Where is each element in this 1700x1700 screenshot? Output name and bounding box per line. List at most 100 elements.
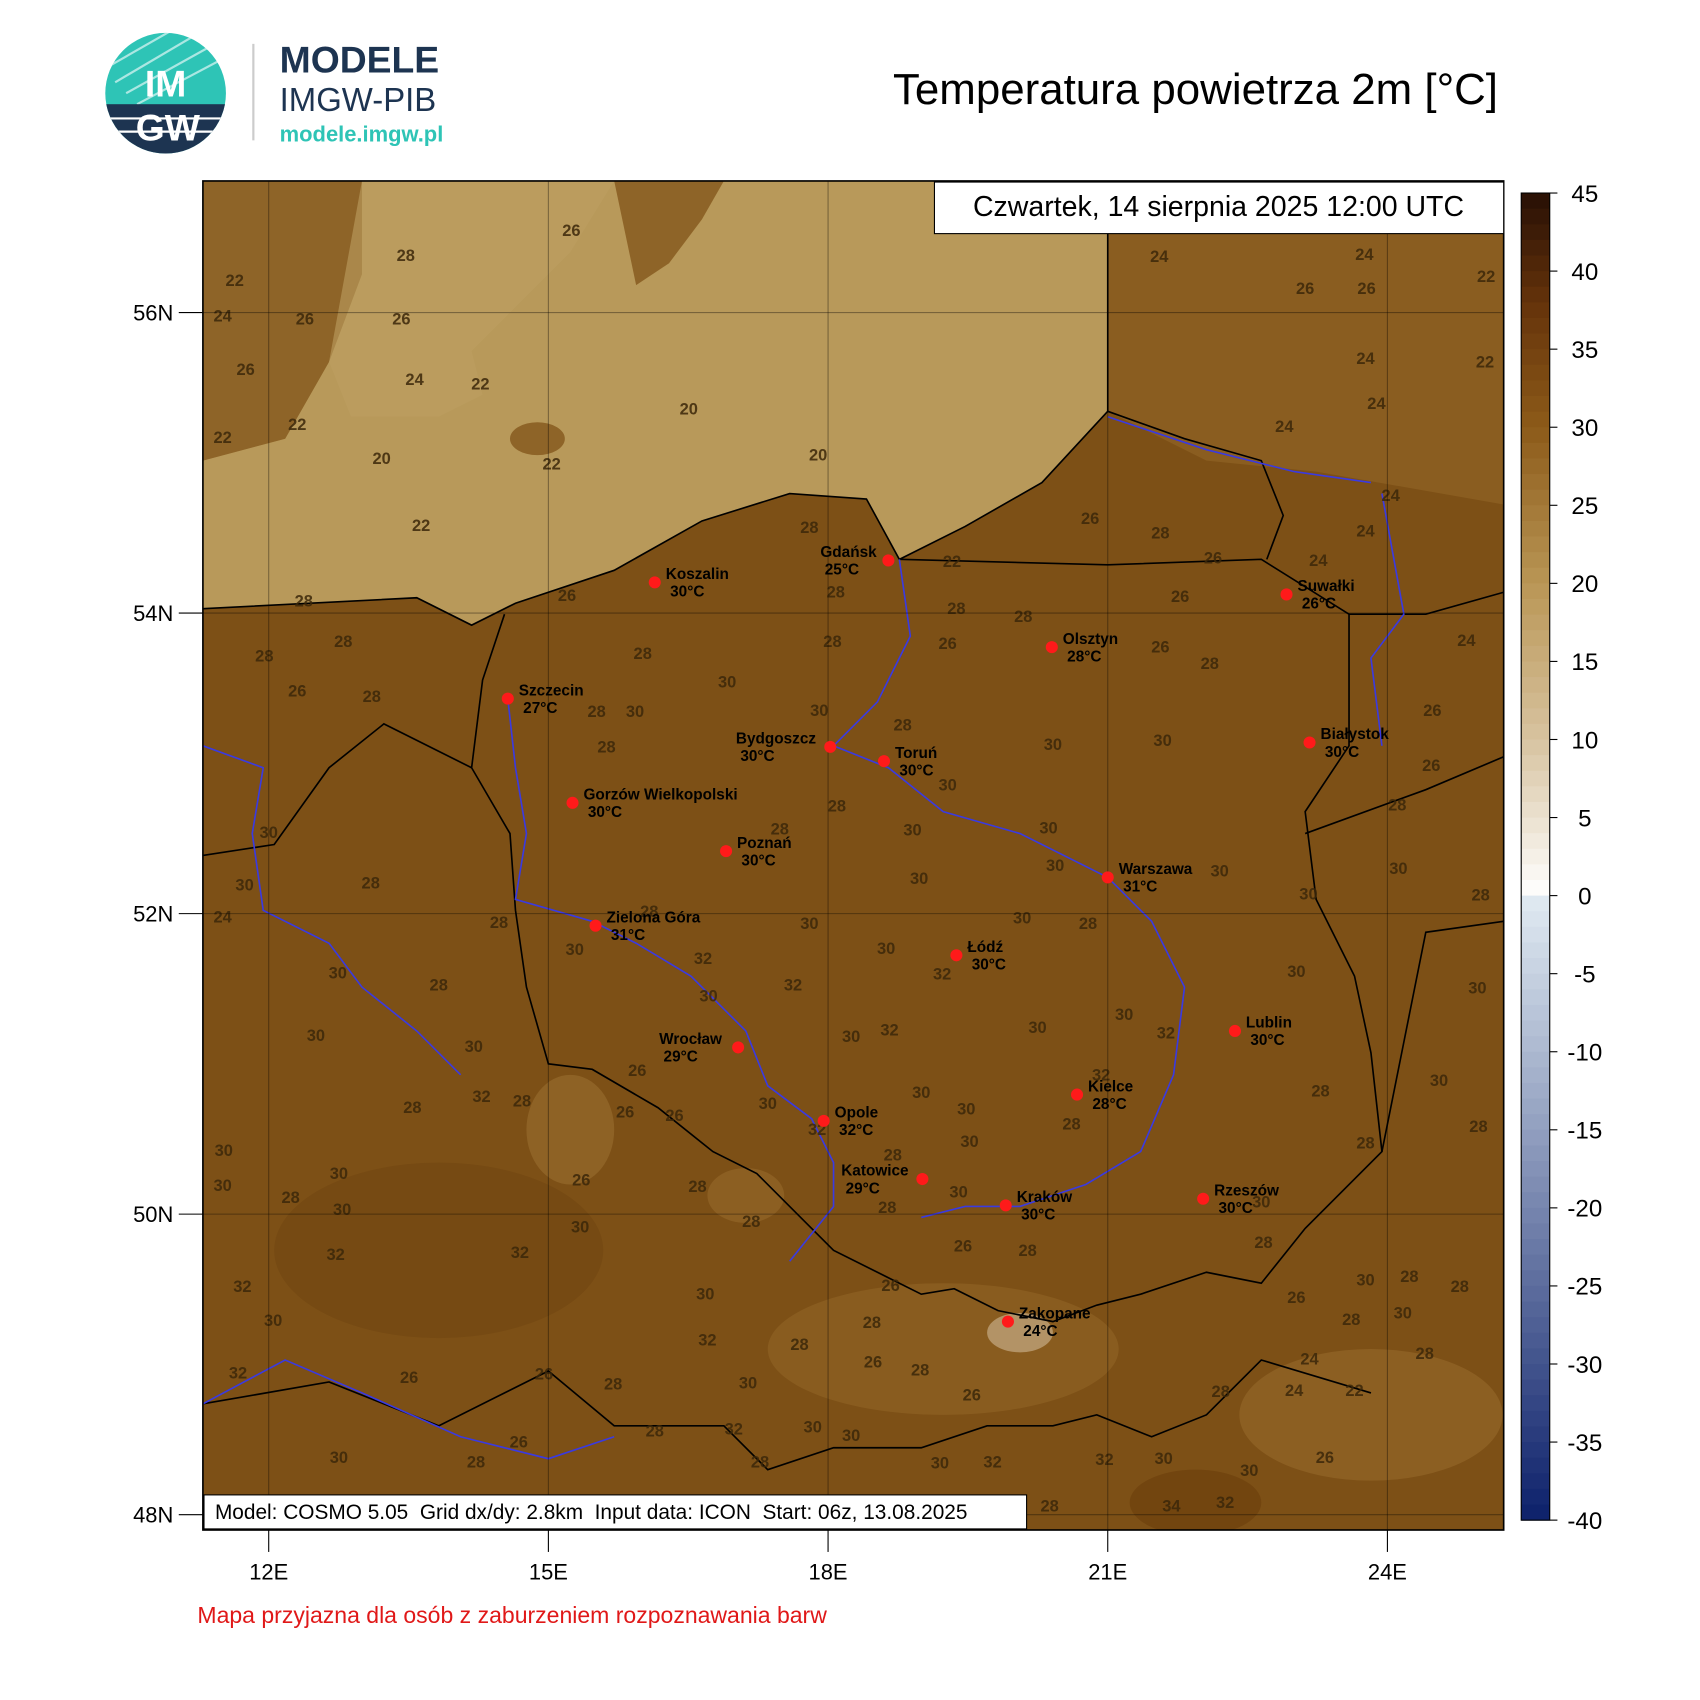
colorbar-step — [1521, 317, 1550, 335]
city-dot — [1228, 1024, 1241, 1037]
contour-label: 20 — [809, 447, 827, 465]
contour-label: 26 — [1316, 1449, 1334, 1467]
colorbar-label: 45 — [1571, 181, 1598, 208]
colorbar-step — [1521, 1051, 1550, 1068]
contour-label: 30 — [1155, 1450, 1173, 1468]
contour-label: 28 — [823, 633, 841, 651]
contour-label: 26 — [1296, 280, 1314, 298]
colorbar-label: 0 — [1578, 883, 1591, 910]
colorbar-step — [1521, 567, 1550, 584]
contour-label: 30 — [1389, 860, 1407, 878]
city-name: Zakopane — [1019, 1305, 1091, 1322]
contour-label: 28 — [467, 1453, 485, 1471]
city-temp: 30°C — [972, 957, 1006, 974]
colorbar-step — [1521, 1473, 1550, 1490]
colorbar-step — [1521, 661, 1550, 678]
colorbar-label: 30 — [1571, 415, 1598, 442]
colorbar-step — [1521, 755, 1550, 772]
contour-label: 30 — [931, 1455, 949, 1473]
contour-label: 26 — [400, 1369, 418, 1387]
contour-label: 22 — [1476, 353, 1494, 371]
city-dot — [877, 755, 891, 768]
contour-label: 26 — [938, 635, 956, 653]
city-name: Poznań — [737, 835, 792, 852]
colorbar-step — [1521, 1129, 1550, 1146]
colorbar-step — [1521, 770, 1550, 787]
city-temp: 30°C — [1219, 1200, 1253, 1217]
lon-label: 24E — [1368, 1559, 1407, 1584]
city-dot — [1197, 1192, 1210, 1205]
colorbar-label: 35 — [1571, 337, 1598, 364]
contour-label: 30 — [1299, 885, 1317, 903]
city-temp: 31°C — [1123, 879, 1157, 896]
contour-label: 26 — [1151, 639, 1169, 657]
contour-label: 30 — [333, 1201, 351, 1219]
brand: MODELE — [280, 38, 439, 80]
contour-label: 32 — [233, 1278, 251, 1296]
contour-label: 30 — [213, 1177, 231, 1195]
model-info: Model: COSMO 5.05 Grid dx/dy: 2.8km Inpu… — [215, 1501, 968, 1524]
city-name: Suwałki — [1297, 578, 1354, 595]
city-dot — [648, 576, 661, 589]
lon-label: 18E — [809, 1559, 848, 1584]
colorbar-step — [1521, 708, 1550, 725]
contour-label: 26 — [1081, 510, 1099, 528]
contour-label: 28 — [1356, 1134, 1374, 1152]
contour-label: 30 — [696, 1286, 714, 1304]
contour-label: 28 — [1388, 796, 1406, 814]
colorbar-step — [1521, 880, 1550, 897]
lat-label: 48N — [133, 1502, 173, 1527]
contour-label: 28 — [878, 1199, 896, 1217]
city-name: Koszalin — [666, 566, 729, 583]
city-name: Białystok — [1321, 726, 1390, 743]
contour-label: 28 — [634, 645, 652, 663]
contour-label: 28 — [255, 647, 273, 665]
contour-label: 28 — [1019, 1242, 1037, 1260]
contour-label: 30 — [877, 940, 895, 958]
colorbar-label: -5 — [1574, 961, 1595, 988]
logo: IM GW — [105, 32, 255, 154]
colorbar-step — [1521, 739, 1550, 756]
colorbar-step — [1521, 833, 1550, 850]
contour-label: 22 — [1477, 268, 1495, 286]
city-name: Olsztyn — [1063, 631, 1118, 648]
colorbar-label: -35 — [1567, 1430, 1602, 1457]
contour-label: 28 — [604, 1376, 622, 1394]
city-name: Bydgoszcz — [736, 731, 816, 748]
city-temp: 30°C — [1325, 744, 1359, 761]
contour-label: 26 — [1287, 1289, 1305, 1307]
colorbar-label: -40 — [1567, 1508, 1602, 1535]
city-dot — [1001, 1315, 1014, 1328]
city-temp: 30°C — [588, 804, 622, 821]
contour-label: 26 — [288, 682, 306, 700]
contour-label: 22 — [288, 416, 306, 434]
city-temp: 30°C — [1250, 1032, 1284, 1049]
city-temp: 30°C — [1021, 1207, 1055, 1224]
contour-label: 28 — [334, 633, 352, 651]
contour-label: 26 — [1357, 280, 1375, 298]
lon-label: 12E — [249, 1559, 288, 1584]
contour-label: 30 — [960, 1133, 978, 1151]
contour-label: 22 — [213, 429, 231, 447]
contour-label: 30 — [235, 877, 253, 895]
colorbar-frame — [1520, 192, 1551, 1521]
colorbar-step — [1521, 1301, 1550, 1318]
colorbar-step — [1521, 505, 1550, 522]
colorbar-step — [1521, 302, 1550, 319]
city-name: Rzeszów — [1214, 1182, 1279, 1199]
contour-label: 28 — [947, 600, 965, 618]
contour-label: 28 — [1400, 1268, 1418, 1286]
contour-label: 24 — [1356, 522, 1375, 540]
colorbar-label: -15 — [1567, 1118, 1602, 1145]
contour-label: 28 — [893, 716, 911, 734]
contour-label: 30 — [1356, 1271, 1374, 1289]
contour-label: 32 — [1157, 1025, 1175, 1043]
footer-note: Mapa przyjazna dla osób z zaburzeniem ro… — [197, 1602, 827, 1628]
city-temp: 30°C — [670, 584, 704, 601]
contour-label: 26 — [1423, 702, 1441, 720]
city-dot — [882, 554, 895, 567]
contour-label: 32 — [1216, 1494, 1234, 1512]
colorbar-step — [1521, 458, 1550, 475]
city-name: Gdańsk — [820, 544, 877, 561]
